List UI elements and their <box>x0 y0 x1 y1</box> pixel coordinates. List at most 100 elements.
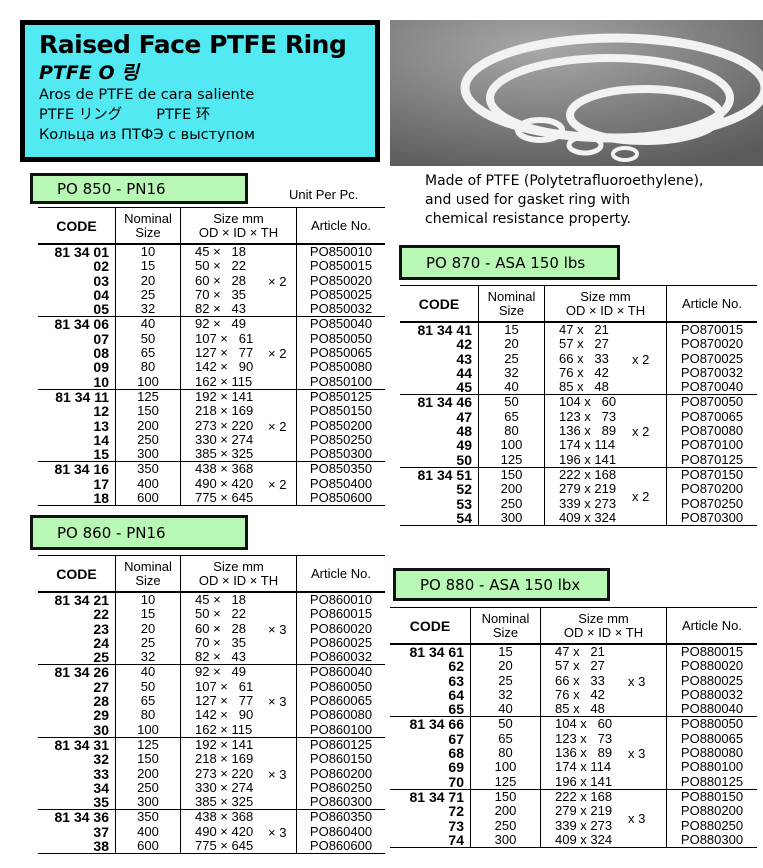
size-cell: 92 × 49 <box>180 665 296 680</box>
size-table: CODE Nominal Size Size mm OD × ID × TH Articl… <box>390 607 757 849</box>
size-cell: 45 × 18 <box>180 244 296 260</box>
article-cell: PO860080 <box>296 708 385 723</box>
code-cell: 42 <box>456 336 472 353</box>
code-cell: 18 <box>93 490 109 507</box>
table-group: 81 34 46 50 104 x 60 PO870050 47 65 123 x 73 PO… <box>400 394 757 467</box>
table-row: 05 32 82 × 43 PO850032 <box>38 301 385 317</box>
series-label: PO 850 - PN16 <box>30 173 248 204</box>
thickness-note: × 3 <box>268 621 287 637</box>
nominal-cell: 350 <box>115 462 180 477</box>
table-row: 28 65 127 × 77 PO860065 <box>38 693 385 710</box>
size-cell: 50 × 22 <box>180 606 296 622</box>
thickness-note: × 2 <box>268 418 287 434</box>
article-cell: PO880125 <box>666 774 757 789</box>
table-group: 81 34 31 125 192 × 141 PO860125 32 150 218 × 1… <box>38 736 385 809</box>
article-cell: PO880100 <box>666 760 757 775</box>
code-cell: 53 <box>456 495 472 512</box>
table-group: 81 34 41 15 47 x 21 PO870015 42 20 57 x 27 PO87… <box>400 322 757 394</box>
size-cell: 438 × 368 <box>180 810 296 825</box>
nominal-cell: 300 <box>115 446 180 462</box>
nominal-cell: 10 <box>115 244 180 260</box>
thickness-note: × 2 <box>268 346 287 362</box>
size-cell: 127 × 77 <box>180 345 296 361</box>
code-cell: 81 34 36 <box>54 809 110 826</box>
size-cell: 273 × 220 <box>180 766 296 781</box>
code-header: CODE <box>56 217 97 234</box>
description-line: Made of PTFE (Polytetrafluoroethylene), <box>425 173 704 189</box>
code-cell: 81 34 16 <box>54 461 110 478</box>
code-cell: 15 <box>93 446 109 463</box>
code-cell: 10 <box>93 373 109 390</box>
size-header: Size mm OD × ID × TH <box>540 608 666 643</box>
table-row: 22 15 50 × 22 PO860015 <box>38 606 385 622</box>
table-row: 48 80 136 x 89 PO870080 <box>400 423 757 439</box>
size-cell: 57 x 27 <box>540 658 666 674</box>
article-cell: PO850200 <box>296 418 385 433</box>
size-cell: 775 × 645 <box>180 838 296 854</box>
size-cell: 339 x 273 <box>540 818 666 833</box>
size-cell: 409 x 324 <box>540 832 666 848</box>
size-cell: 123 x 73 <box>544 409 666 425</box>
table-row: 30 100 162 × 115 PO860100 <box>38 722 385 737</box>
size-cell: 162 × 115 <box>180 722 296 737</box>
table-group: 81 34 71 150 222 x 168 PO880150 72 200 279 x 2… <box>390 788 757 848</box>
code-cell: 25 <box>93 649 109 666</box>
unit-note: Unit Per Pc. <box>289 187 359 202</box>
table-row: 81 34 61 15 47 x 21 PO880015 <box>390 644 757 660</box>
size-cell: 136 x 89 <box>540 745 666 761</box>
code-cell: 24 <box>93 634 109 651</box>
size-cell: 438 × 368 <box>180 462 296 477</box>
nominal-cell: 40 <box>115 317 180 332</box>
article-cell: PO880015 <box>666 644 757 660</box>
article-header: Article No. <box>296 208 385 243</box>
nominal-cell: 65 <box>478 409 544 425</box>
size-cell: 123 x 73 <box>540 731 666 747</box>
nominal-cell: 200 <box>115 766 180 781</box>
code-cell: 28 <box>93 693 109 710</box>
nominal-cell: 250 <box>478 496 544 511</box>
size-table: CODE Nominal Size Size mm OD × ID × TH Articl… <box>38 555 385 855</box>
article-cell: PO870250 <box>666 496 757 511</box>
thickness-note: x 3 <box>628 811 646 827</box>
table-row: 54 300 409 x 324 PO870300 <box>400 510 757 525</box>
nominal-cell: 40 <box>470 701 540 717</box>
title-russian: Кольца из ПТФЭ с выступом <box>39 127 255 143</box>
title-box: Raised Face PTFE Ring PTFE O 링 Aros de P… <box>20 20 380 162</box>
nominal-cell: 100 <box>115 374 180 389</box>
article-cell: PO870125 <box>666 452 757 467</box>
table-row: 68 80 136 x 89 PO880080 <box>390 745 757 762</box>
table-row: 15 300 385 × 325 PO850300 <box>38 446 385 463</box>
article-cell: PO870020 <box>666 336 757 352</box>
code-cell: 43 <box>456 350 472 367</box>
article-cell: PO870150 <box>666 467 757 483</box>
thickness-note: x 2 <box>632 424 650 440</box>
description-line: chemical resistance property. <box>425 211 631 227</box>
nominal-cell: 250 <box>115 432 180 448</box>
thickness-note: × 2 <box>268 476 287 492</box>
table-row: 81 34 11 125 192 × 141 PO850125 <box>38 389 385 405</box>
article-cell: PO880065 <box>666 731 757 747</box>
table-group: 81 34 26 40 92 × 49 PO860040 27 50 107 × 61 PO8… <box>38 664 385 737</box>
article-cell: PO870040 <box>666 379 757 395</box>
code-cell: 68 <box>448 745 464 762</box>
series-label: PO 880 - ASA 150 lbx <box>393 568 610 601</box>
code-cell: 81 34 01 <box>54 244 110 260</box>
article-cell: PO870080 <box>666 423 757 439</box>
code-cell: 47 <box>456 408 472 425</box>
table-row: 07 50 107 × 61 PO850050 <box>38 331 385 346</box>
article-cell: PO860150 <box>296 751 385 767</box>
article-cell: PO850010 <box>296 244 385 260</box>
article-cell: PO850150 <box>296 403 385 419</box>
code-cell: 64 <box>448 686 464 703</box>
nominal-cell: 125 <box>478 452 544 467</box>
nominal-cell: 25 <box>115 287 180 303</box>
article-cell: PO860400 <box>296 824 385 840</box>
code-cell: 44 <box>456 364 472 381</box>
nominal-cell: 200 <box>470 803 540 819</box>
size-cell: 82 × 43 <box>180 301 296 317</box>
article-cell: PO850125 <box>296 389 385 405</box>
article-cell: PO880025 <box>666 673 757 688</box>
table-header: CODE Nominal Size Size mm OD × ID × TH Articl… <box>38 556 385 592</box>
nominal-header: Nominal Size <box>478 286 544 321</box>
code-cell: 62 <box>448 658 464 675</box>
